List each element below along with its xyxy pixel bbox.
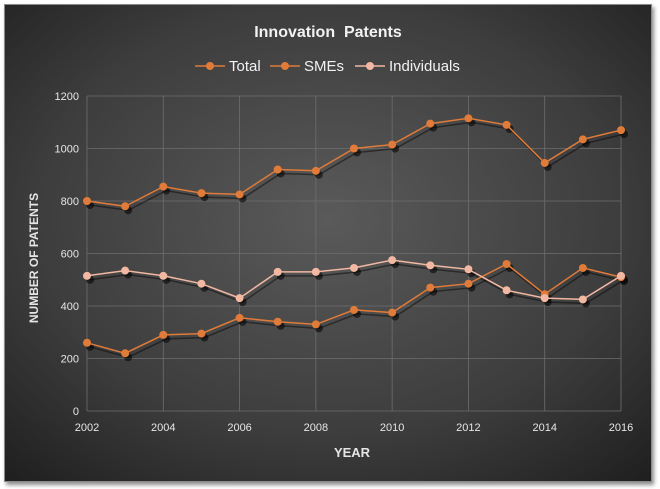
x-tick-label: 2016 [609, 422, 633, 434]
data-point-total-2013 [502, 120, 511, 129]
data-point-total-2005 [197, 189, 206, 198]
data-point-total-2002 [83, 197, 91, 205]
data-point-smes-2007 [273, 317, 282, 326]
data-point-individuals-2013 [502, 286, 511, 295]
data-point-individuals-2016 [617, 271, 625, 280]
line-chart: 0 200 400 600 800 1000 1200 2002 2004 2006 2008 20… [5, 5, 651, 481]
data-point-total-2012 [464, 114, 473, 123]
data-point-total-2009 [350, 144, 358, 153]
legend: Total SMEs Individuals [195, 58, 460, 75]
x-tick-label: 2012 [456, 422, 480, 434]
chart-background [5, 5, 651, 481]
y-axis-label: NUMBER OF PATENTS [27, 193, 41, 323]
data-point-total-2014 [540, 158, 549, 167]
legend-label-smes: SMEs [304, 58, 344, 75]
data-point-total-2007 [273, 165, 282, 174]
x-tick-label: 2010 [380, 422, 404, 434]
data-point-smes-2003 [121, 349, 130, 358]
legend-label-individuals: Individuals [389, 58, 460, 75]
data-point-individuals-2012 [464, 265, 473, 274]
x-tick-label: 2008 [304, 422, 328, 434]
y-tick-label: 600 [61, 249, 79, 261]
x-tick-label: 2006 [227, 422, 251, 434]
data-point-smes-2012 [464, 279, 473, 288]
y-tick-label: 400 [61, 301, 79, 313]
x-tick-label: 2004 [151, 422, 175, 434]
data-point-total-2004 [159, 182, 168, 191]
y-tick-label: 1000 [55, 144, 79, 156]
data-point-total-2008 [311, 166, 320, 175]
data-point-total-2011 [426, 119, 435, 128]
data-point-smes-2009 [350, 305, 358, 314]
data-point-total-2006 [235, 190, 244, 199]
chart-title: Innovation Patents [254, 24, 402, 41]
data-point-total-2015 [578, 135, 587, 144]
data-point-smes-2010 [388, 308, 397, 317]
data-point-smes-2004 [159, 330, 168, 339]
y-tick-label: 1200 [55, 91, 79, 103]
data-point-individuals-2006 [235, 294, 244, 303]
data-point-total-2010 [388, 140, 397, 149]
legend-marker [281, 62, 289, 70]
data-point-individuals-2015 [578, 295, 587, 304]
data-point-individuals-2011 [426, 261, 435, 270]
data-point-smes-2015 [578, 263, 587, 272]
data-point-smes-2008 [311, 320, 320, 329]
data-point-individuals-2008 [311, 267, 320, 276]
legend-marker [366, 62, 374, 70]
data-point-individuals-2003 [121, 266, 130, 275]
y-tick-label: 200 [61, 354, 79, 366]
data-point-individuals-2004 [159, 271, 168, 280]
data-point-individuals-2002 [83, 271, 91, 280]
data-point-smes-2013 [502, 260, 511, 268]
data-point-individuals-2007 [273, 267, 282, 276]
data-point-smes-2005 [197, 329, 206, 338]
data-point-individuals-2009 [350, 263, 358, 272]
legend-marker [206, 62, 214, 70]
chart-frame: 0 200 400 600 800 1000 1200 2002 2004 2006 2008 20… [4, 4, 652, 482]
data-point-total-2016 [617, 126, 625, 135]
x-axis-label: YEAR [334, 445, 371, 460]
data-point-individuals-2014 [540, 294, 549, 303]
data-point-smes-2006 [235, 313, 244, 322]
data-point-individuals-2010 [388, 256, 397, 265]
y-tick-label: 0 [73, 406, 79, 418]
data-point-smes-2011 [426, 283, 435, 292]
data-point-total-2003 [121, 202, 130, 211]
x-tick-label: 2002 [75, 422, 99, 434]
data-point-smes-2002 [83, 338, 91, 347]
x-tick-label: 2014 [532, 422, 556, 434]
y-tick-label: 800 [61, 196, 79, 208]
data-point-individuals-2005 [197, 279, 206, 288]
legend-label-total: Total [229, 58, 261, 75]
